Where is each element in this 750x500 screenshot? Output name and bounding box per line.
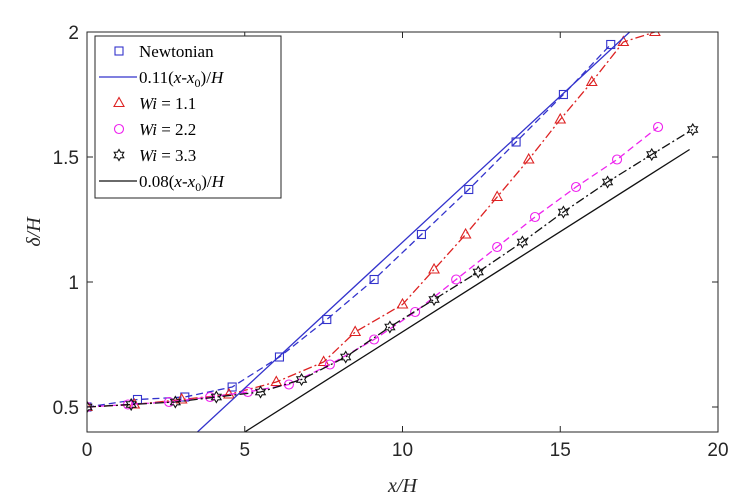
data-point [428,292,440,307]
data-point [648,32,661,37]
legend-marker [113,123,125,135]
data-point [416,229,426,240]
data-point [270,375,283,387]
data-point [369,274,379,285]
legend-item-newtonian: Newtonian [114,42,214,61]
legend-marker [114,46,124,56]
plot-area [87,32,699,432]
data-point [340,350,352,364]
legend-label: Wi = 3.3 [139,146,196,165]
series-line-wi-2-2 [87,126,659,408]
legend-item-0-11-x-x0-h: 0.11(x-x0)/H [99,68,225,90]
data-point [204,391,216,403]
legend-label: 0.08(x-x0)/H [139,172,226,194]
data-point [87,400,93,414]
x-tick-label: 5 [239,440,250,461]
data-point [317,355,330,367]
x-tick-label: 10 [392,440,413,461]
legend-marker [113,96,125,108]
data-point [570,181,582,193]
data-point [175,392,188,404]
x-tick-label: 15 [550,440,571,461]
data-point [529,211,541,223]
data-point [653,121,664,133]
y-axis-label: δ/H [23,216,45,247]
data-point [324,359,335,370]
series-0-11-x-x0-h [196,32,631,432]
data-point [274,352,285,362]
data-point [87,400,93,412]
data-point [606,39,616,50]
axes: 0 5 10 15 20 0.5 1 1.5 2 x/H δ/H [23,23,729,497]
series-0-08-x-x0-h [244,148,690,432]
data-point [585,75,598,87]
data-point [384,320,396,334]
data-point [646,147,658,162]
x-axis-label: x/H [387,475,418,497]
data-point [459,227,472,239]
data-point [410,306,421,318]
series-line-wi-1-1 [87,32,656,408]
data-point [396,297,409,309]
data-point [601,175,614,189]
data-point [557,205,570,219]
legend-item-wi-2-2: Wi = 2.2 [113,120,196,139]
legend-label: 0.11(x-x0)/H [139,68,225,90]
data-point [522,152,535,164]
data-point [254,385,267,399]
series-line-newtonian [87,44,612,408]
legend: Newtonian 0.11(x-x0)/H Wi = 1.1 Wi = 2.2 Wi … [94,35,282,199]
data-point [428,262,440,274]
x-tick-label: 20 [707,440,728,461]
data-point [472,265,484,279]
y-tick-label: 1 [68,273,79,294]
series-newtonian [87,39,616,412]
y-tick-label: 1.5 [53,148,79,169]
data-point [223,387,235,399]
data-point [322,314,332,325]
data-point [511,137,521,147]
data-point [369,334,380,345]
series-line-wi-3-3 [87,128,694,408]
data-point [516,235,529,249]
data-point [210,390,223,404]
legend-label: Newtonian [139,42,214,61]
legend-item-0-08-x-x0-h: 0.08(x-x0)/H [99,172,226,194]
data-point [242,386,253,398]
legend-marker [113,148,125,162]
data-point [295,372,308,387]
data-point [227,382,237,392]
y-tick-label: 0.5 [53,398,79,419]
data-point [492,241,503,253]
legend-box [94,35,282,199]
data-point [611,154,623,165]
data-point [558,89,568,100]
x-tick-label: 0 [82,440,93,461]
data-point [554,112,567,124]
y-tick-label: 2 [68,23,79,44]
data-point [687,122,699,137]
series-wi-3-3 [87,122,699,414]
data-point [464,184,474,195]
legend-item-wi-1-1: Wi = 1.1 [113,94,196,113]
data-point [125,397,137,412]
data-point [169,395,182,409]
data-point [491,190,504,202]
series-line-0-08-x-x0-h [244,148,690,432]
legend-item-wi-3-3: Wi = 3.3 [113,146,196,165]
data-point [349,325,362,337]
legend-label: Wi = 1.1 [139,94,196,113]
data-point [451,274,462,285]
series-line-0-11-x-x0-h [196,32,631,432]
legend-label: Wi = 2.2 [139,120,196,139]
